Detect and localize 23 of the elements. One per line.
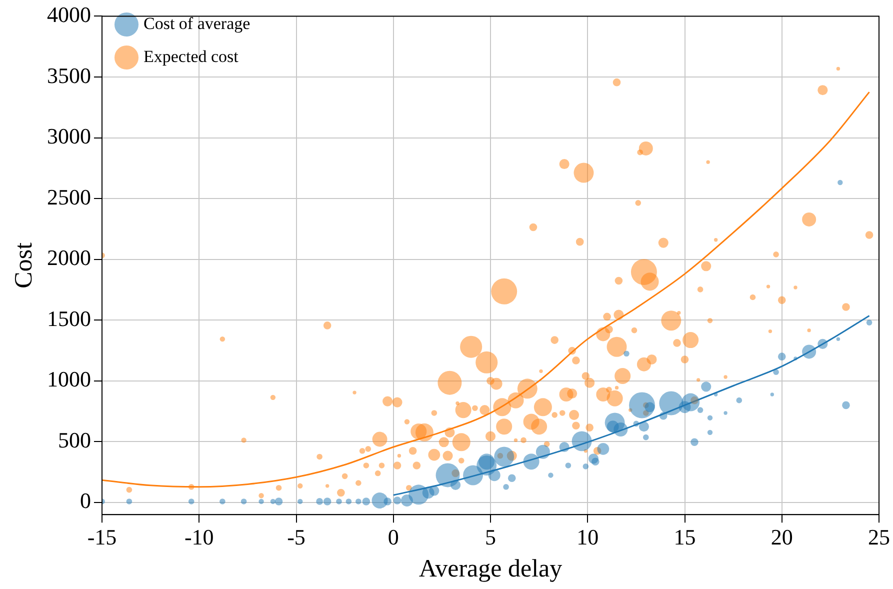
x-tick-label: -10: [184, 524, 214, 550]
x-axis-title: Average delay: [418, 556, 563, 583]
y-tick-label: 1000: [47, 366, 91, 392]
x-tick-label: 5: [485, 524, 496, 550]
y-tick-label: 4000: [47, 2, 91, 27]
x-tick-label: 10: [576, 524, 599, 550]
y-tick-label: 1500: [47, 306, 91, 331]
y-axis-title: Cost: [10, 242, 38, 288]
x-tick-label: -15: [87, 524, 117, 550]
y-tick-label: 3000: [47, 124, 91, 149]
y-tick-label: 2000: [47, 245, 91, 270]
x-tick-label: 0: [388, 524, 399, 550]
y-tick-label: 2500: [47, 184, 91, 210]
x-tick-label: 20: [770, 524, 793, 550]
x-tick-label: 15: [674, 524, 696, 550]
y-tick-label: 3500: [47, 62, 91, 88]
y-tick-label: 500: [58, 427, 91, 452]
x-tick-label: -5: [287, 524, 306, 550]
legend-label: Cost of average: [144, 14, 250, 33]
y-tick-label: 0: [80, 488, 91, 514]
legend-label: Expected cost: [144, 46, 239, 66]
x-tick-label: 25: [868, 524, 890, 550]
line-series: [392, 314, 870, 496]
